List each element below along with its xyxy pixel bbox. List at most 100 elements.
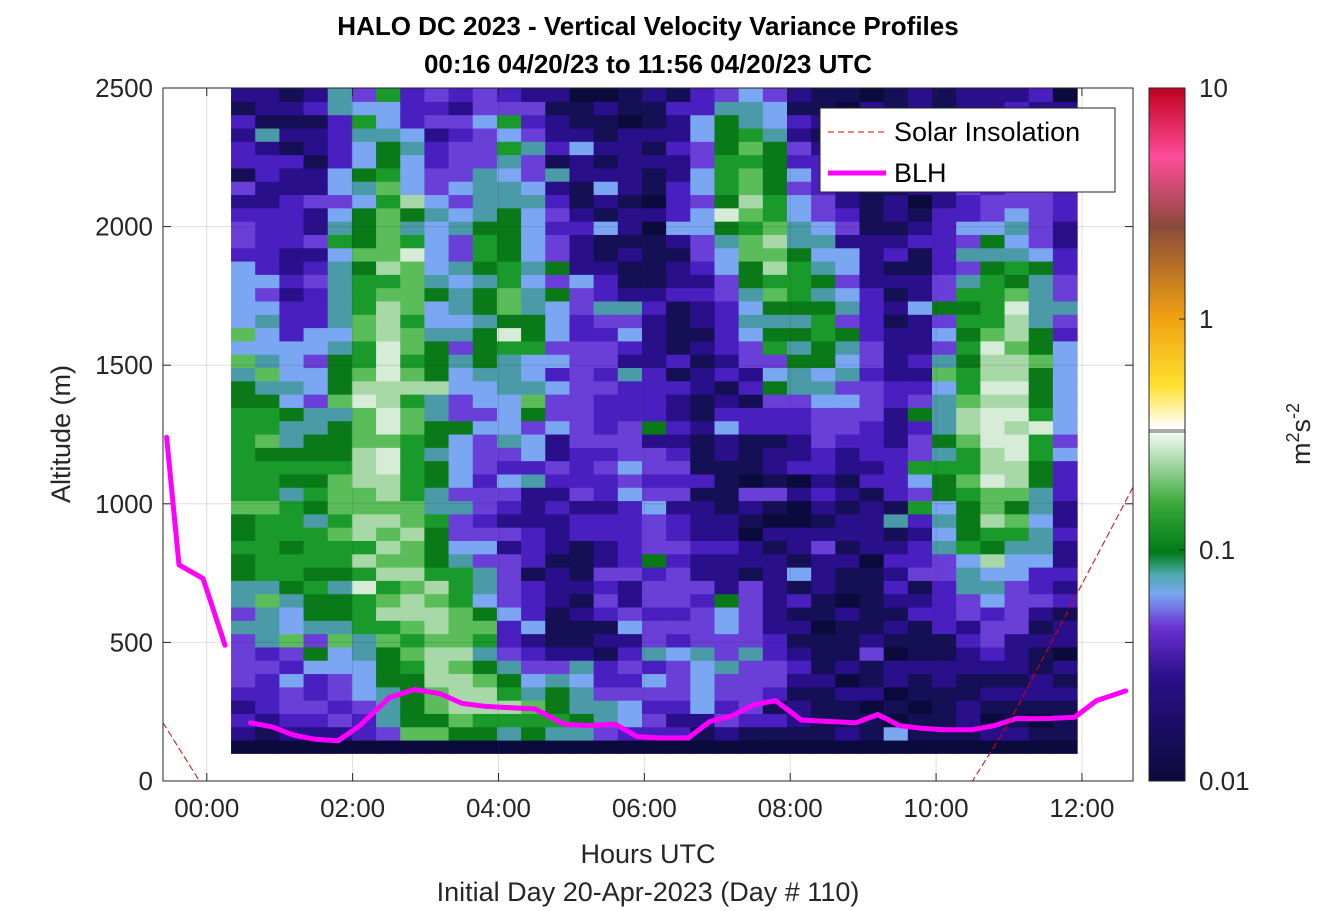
heatmap-cell: [593, 726, 619, 741]
heatmap-cell: [883, 540, 909, 555]
heatmap-cell: [569, 127, 595, 142]
heatmap-cell: [231, 287, 256, 302]
heatmap-cell: [231, 540, 256, 555]
heatmap-cell: [762, 287, 788, 302]
heatmap-cell: [545, 181, 571, 196]
x-axis-label: Hours UTC: [580, 839, 715, 869]
heatmap-cell: [883, 407, 909, 422]
heatmap-cell: [641, 394, 667, 408]
heatmap-cell: [641, 500, 667, 515]
heatmap-cell: [472, 234, 498, 249]
heatmap-cell: [593, 739, 619, 754]
heatmap-cell: [569, 394, 595, 408]
heatmap-cell: [472, 367, 498, 382]
heatmap-cell: [424, 487, 450, 502]
heatmap-cell: [279, 247, 305, 262]
heatmap-cell: [762, 447, 788, 462]
heatmap-cell: [1004, 540, 1030, 555]
heatmap-cell: [303, 327, 329, 342]
heatmap-cell: [521, 260, 546, 275]
heatmap-cell: [617, 460, 643, 475]
heatmap-cell: [1004, 700, 1030, 714]
heatmap-cell: [255, 194, 280, 209]
heatmap-cell: [835, 460, 861, 475]
y-tick-label: 2500: [95, 73, 153, 103]
heatmap-cell: [1004, 726, 1030, 741]
heatmap-cell: [545, 633, 571, 648]
heatmap-cell: [569, 247, 595, 262]
heatmap-cell: [859, 234, 885, 249]
heatmap-cell: [593, 580, 619, 595]
heatmap-cell: [569, 660, 595, 675]
heatmap-cell: [496, 633, 522, 648]
heatmap-cell: [255, 700, 280, 714]
heatmap-cell: [907, 580, 933, 595]
heatmap-cell: [327, 88, 353, 102]
x-tick-label: 04:00: [466, 793, 531, 823]
heatmap-cell: [351, 660, 377, 675]
heatmap-cell: [424, 367, 450, 382]
heatmap-cell: [980, 274, 1006, 289]
heatmap-cell: [641, 194, 667, 209]
heatmap-cell: [666, 673, 691, 688]
heatmap-cell: [376, 593, 401, 608]
heatmap-cell: [811, 527, 836, 541]
heatmap-cell: [327, 154, 353, 169]
heatmap-cell: [521, 620, 546, 635]
heatmap-cell: [738, 127, 764, 142]
heatmap-cell: [279, 713, 305, 728]
heatmap-cell: [714, 660, 740, 675]
heatmap-cell: [521, 673, 546, 688]
heatmap-cell: [907, 673, 933, 688]
heatmap-cell: [327, 473, 353, 488]
heatmap-cell: [690, 367, 716, 382]
heatmap-cell: [617, 673, 643, 688]
heatmap-cell: [424, 513, 450, 528]
heatmap-cell: [351, 340, 377, 355]
heatmap-cell: [883, 420, 909, 435]
heatmap-cell: [545, 154, 571, 169]
heatmap-cell: [255, 553, 280, 568]
heatmap-cell: [932, 420, 957, 435]
heatmap-cell: [569, 527, 595, 541]
heatmap-cell: [279, 620, 305, 635]
heatmap-cell: [956, 606, 981, 621]
heatmap-cell: [980, 553, 1006, 568]
heatmap-cell: [231, 194, 256, 209]
heatmap-cell: [448, 713, 474, 728]
heatmap-cell: [666, 540, 691, 555]
heatmap-cell: [666, 260, 691, 275]
heatmap-cell: [472, 340, 498, 355]
heatmap-cell: [811, 606, 836, 621]
heatmap-cell: [641, 141, 667, 156]
heatmap-cell: [787, 487, 812, 502]
heatmap-cell: [907, 540, 933, 555]
heatmap-cell: [472, 673, 498, 688]
heatmap-cell: [762, 620, 788, 635]
heatmap-cell: [617, 620, 643, 635]
heatmap-cell: [932, 394, 957, 408]
heatmap-cell: [1028, 540, 1054, 555]
heatmap-cell: [255, 354, 280, 369]
heatmap-cell: [424, 340, 450, 355]
heatmap-cell: [666, 207, 691, 222]
heatmap-cell: [303, 141, 329, 156]
heatmap-cell: [714, 274, 740, 289]
heatmap-cell: [762, 593, 788, 608]
heatmap-cell: [448, 726, 474, 741]
heatmap-cell: [376, 447, 401, 462]
heatmap-cell: [859, 660, 885, 675]
heatmap-cell: [521, 580, 546, 595]
heatmap-cell: [545, 88, 571, 102]
heatmap-cell: [762, 327, 788, 342]
colorbar-tick-label: 0.01: [1199, 766, 1250, 796]
heatmap-cell: [376, 181, 401, 196]
heatmap-cell: [932, 567, 957, 581]
heatmap-cell: [907, 739, 933, 754]
heatmap-cell: [448, 394, 474, 408]
heatmap-cell: [400, 553, 426, 568]
heatmap-cell: [980, 314, 1006, 329]
heatmap-cell: [593, 686, 619, 701]
heatmap-cell: [811, 739, 836, 754]
heatmap-cell: [545, 327, 571, 342]
